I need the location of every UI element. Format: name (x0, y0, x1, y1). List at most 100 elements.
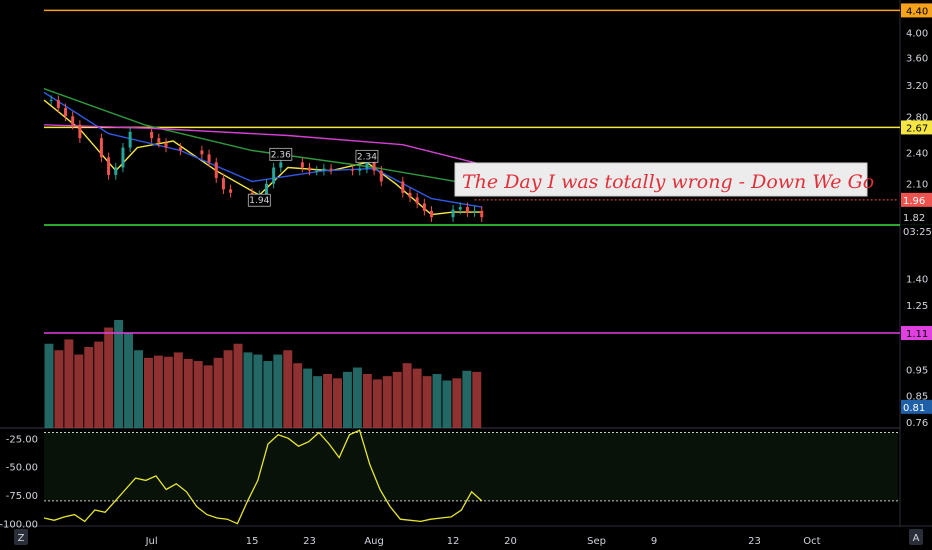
high-low-value: 1.94 (249, 196, 269, 206)
high-low-label: 2.34 (355, 149, 379, 163)
candle-body (229, 189, 233, 193)
candle-body (214, 162, 218, 179)
candle-body (200, 150, 204, 155)
oscillator-band (44, 432, 898, 501)
volume-bar (143, 357, 153, 428)
candle-body (401, 181, 405, 193)
price-badge-label: 03:25:1 (903, 227, 932, 238)
level-price-label: 4.40 (906, 6, 928, 17)
candle-body (107, 157, 111, 175)
volume-bar (213, 357, 223, 428)
volume-bar (104, 327, 114, 428)
volume-bar (64, 339, 74, 428)
price-annotation[interactable]: The Day I was totally wrong - Down We Go (454, 162, 874, 197)
date-tick-label: 20 (504, 536, 517, 547)
volume-bar (84, 347, 94, 428)
moving-average-line (43, 88, 482, 187)
candle-body (458, 207, 462, 210)
candle-body (372, 162, 376, 171)
volume-bar (382, 376, 392, 428)
candle-body (64, 108, 68, 117)
candle-body (164, 142, 168, 148)
high-low-value: 2.36 (271, 150, 291, 160)
level-price-label: 1.11 (906, 329, 928, 340)
high-low-value: 2.34 (357, 152, 377, 162)
price-tick-label: 0.95 (906, 365, 928, 376)
date-tick-label: 23 (748, 536, 761, 547)
candle-body (358, 168, 362, 171)
candle-body (78, 124, 82, 139)
candle-body (128, 131, 132, 148)
volume-bar (243, 352, 253, 428)
oscillator-tick-label: -100.00 (0, 520, 38, 531)
candle-body (49, 100, 53, 102)
volume-bar (352, 367, 362, 428)
annotation-box (454, 162, 868, 197)
price-tick-label: 2.40 (906, 148, 928, 159)
volume-bar (193, 361, 203, 428)
volume-bar (124, 332, 134, 428)
auto-scale-button[interactable] (909, 529, 923, 545)
volume-bar (153, 355, 163, 428)
volume-bar (342, 371, 352, 428)
auto-scale-button-label: A (913, 533, 920, 544)
candle-body (279, 162, 283, 168)
candle-body (408, 192, 412, 198)
candle-body (121, 147, 125, 168)
oscillator-line (43, 429, 483, 525)
price-tick-label: 0.76 (906, 418, 928, 429)
price-badge-label: 1.82 (903, 213, 925, 224)
date-tick-label: Aug (364, 536, 384, 547)
log-scale-button[interactable] (14, 529, 28, 545)
level-price-badge (901, 3, 932, 18)
annotation-text: The Day I was totally wrong - Down We Go (462, 171, 874, 193)
price-tick-label: 4.00 (906, 29, 928, 40)
volume-bar (74, 354, 84, 428)
candle-body (150, 131, 154, 139)
candle-body (221, 178, 225, 190)
candle-body (415, 197, 419, 204)
price-tick-label: 0.85 (906, 392, 928, 403)
date-tick-label: 9 (651, 536, 657, 547)
volume-bar (223, 350, 233, 428)
price-badge (901, 210, 932, 225)
price-tick-label: 2.80 (906, 112, 928, 123)
volume-bar (442, 380, 452, 428)
candle-body (300, 162, 304, 168)
date-tick-label: 23 (303, 536, 316, 547)
moving-average-line (43, 91, 482, 208)
candle-body (114, 167, 118, 175)
price-tick-label: 1.40 (906, 275, 928, 286)
date-tick-label: 12 (447, 536, 460, 547)
log-scale-button-label: Z (18, 533, 25, 544)
candle-body (365, 162, 369, 169)
price-layer: 2.36 2.34 1.94 (49, 95, 898, 222)
volume-bar (233, 343, 243, 428)
candle-body (207, 154, 211, 163)
candle-body (56, 100, 60, 109)
volume-bar (54, 350, 64, 428)
candle-body (430, 210, 434, 218)
price-tick-label: 1.25 (906, 301, 928, 312)
price-tick-label: 3.60 (906, 53, 928, 64)
date-tick-label: Oct (803, 536, 820, 547)
volume-bar (293, 363, 303, 428)
volume-bar (412, 368, 422, 428)
volume-bar (134, 350, 143, 428)
candle-body (473, 210, 477, 213)
price-tick-label: 3.20 (906, 81, 928, 92)
price-badge (901, 224, 932, 239)
price-badge (901, 399, 932, 414)
high-low-label: 2.36 (269, 147, 293, 161)
volume-bar (283, 350, 293, 428)
candle-body (451, 209, 455, 218)
candle-body (264, 183, 268, 196)
volume-bar (303, 368, 313, 428)
volume-bar (472, 371, 482, 428)
volume-bar (263, 361, 273, 428)
candle-body (315, 170, 319, 172)
candle-body (465, 207, 469, 213)
volume-bar (432, 374, 442, 428)
volume-bar (183, 358, 193, 428)
